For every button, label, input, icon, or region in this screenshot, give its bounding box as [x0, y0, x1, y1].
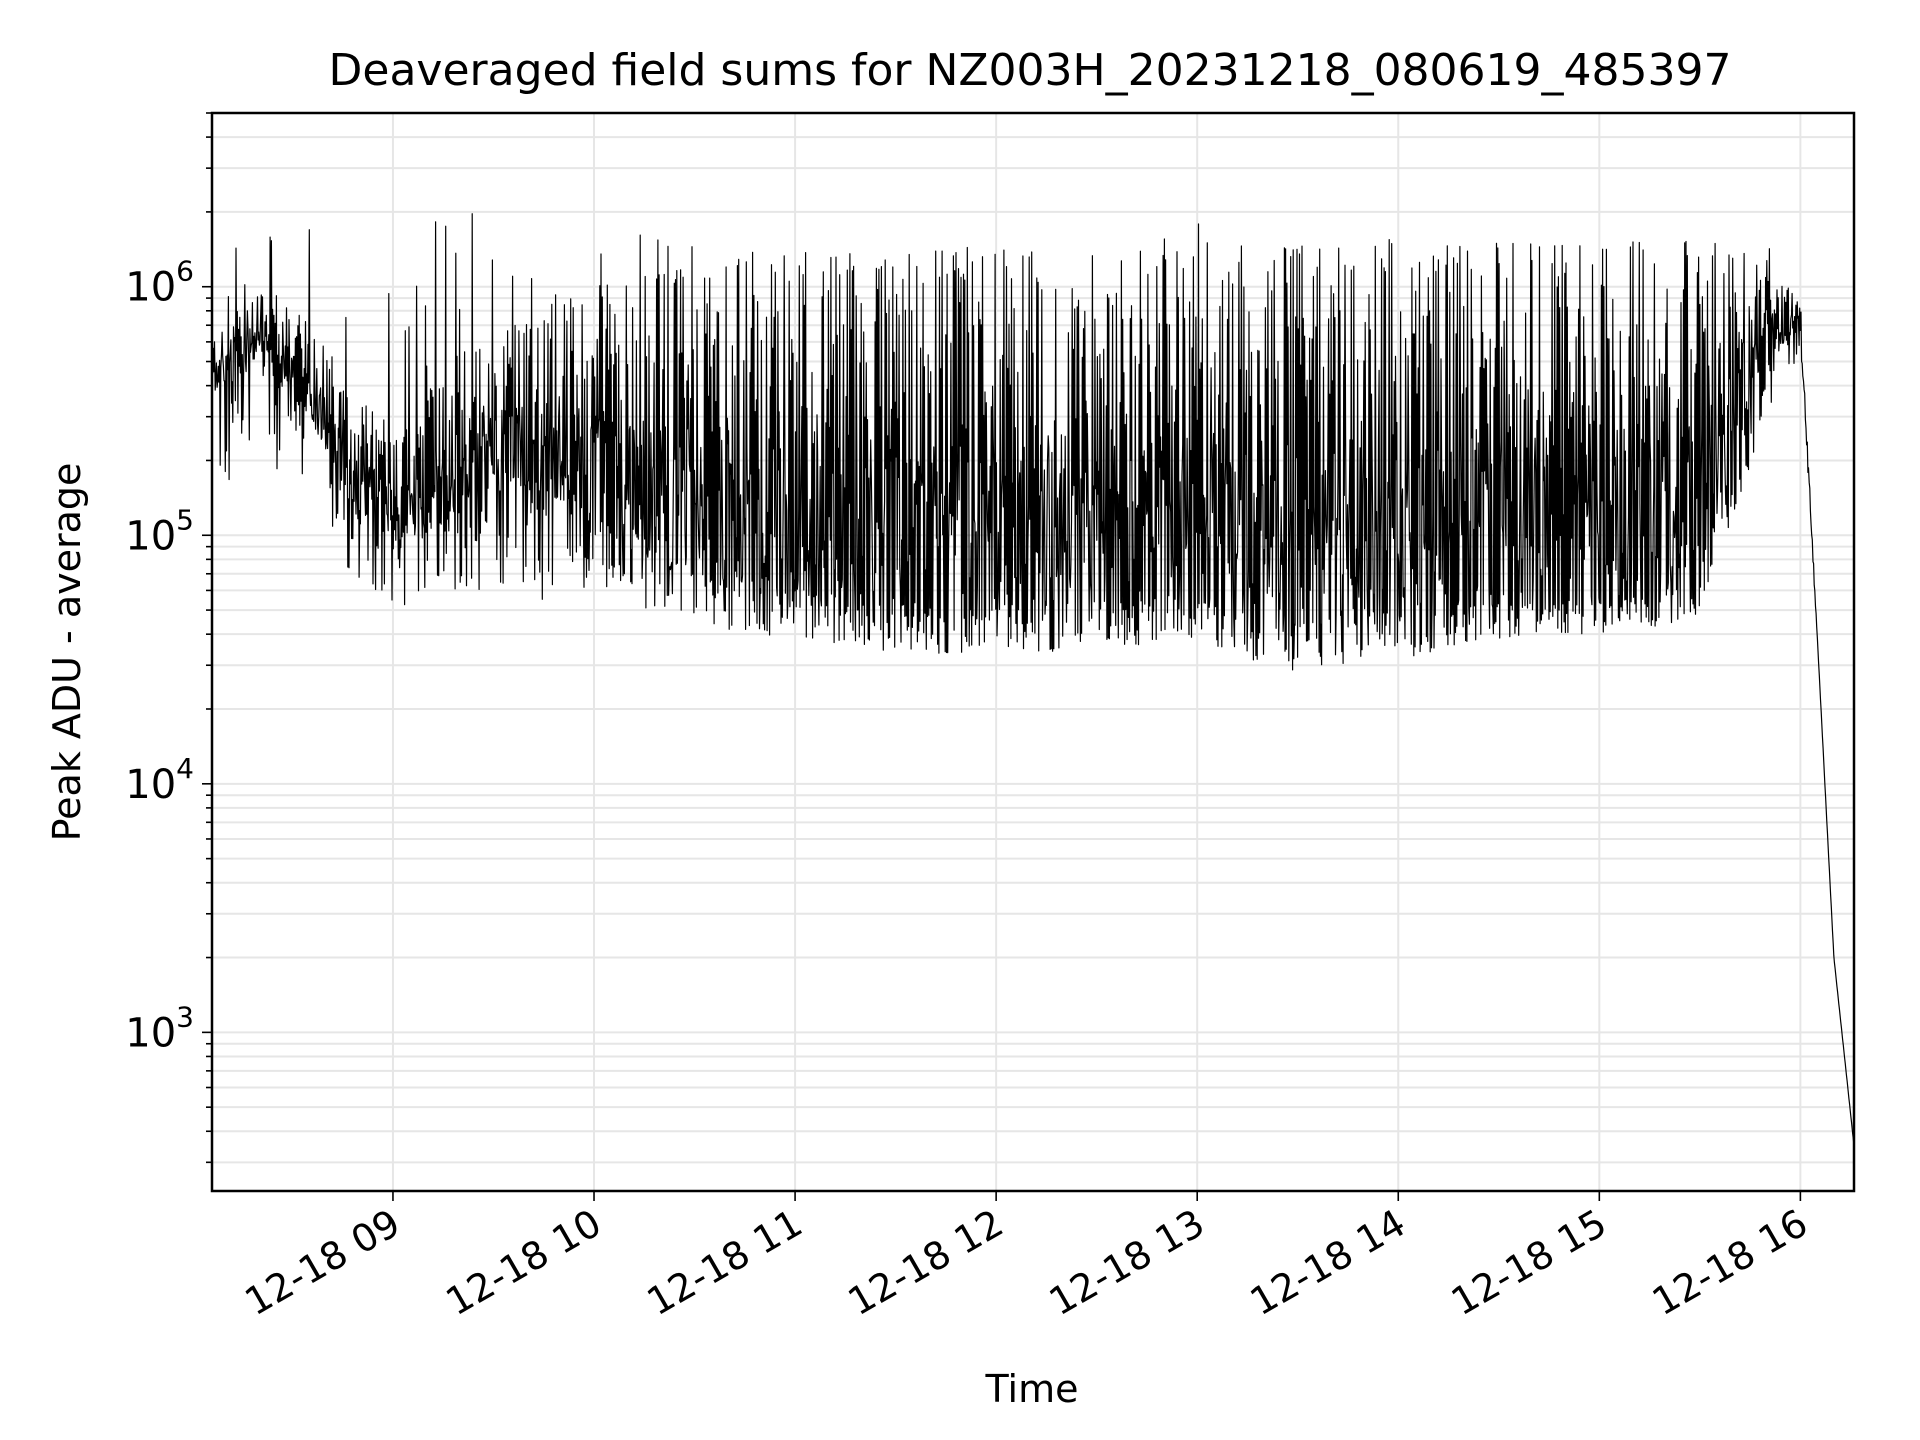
x-tick-label: 12-18 11 [640, 1201, 810, 1325]
x-tick-label: 12-18 13 [1042, 1201, 1212, 1325]
series-group [211, 213, 1855, 1146]
x-axis-label: Time [985, 1367, 1079, 1411]
y-axis: 103 104 105 106 [125, 112, 212, 1164]
y-tick-label: 103 [125, 1000, 194, 1056]
x-tick-label: 12-18 14 [1243, 1201, 1413, 1325]
x-tick-label: 12-18 09 [237, 1201, 407, 1325]
chart-title: Deaveraged field sums for NZ003H_2023121… [329, 45, 1732, 96]
y-axis-label: Peak ADU - average [45, 463, 89, 842]
x-tick-label: 12-18 16 [1645, 1201, 1815, 1325]
y-tick-label: 104 [125, 752, 194, 808]
x-tick-label: 12-18 10 [439, 1201, 609, 1325]
x-tick-label: 12-18 15 [1444, 1201, 1614, 1325]
y-tick-label: 105 [125, 503, 194, 559]
grid-lines [212, 112, 1854, 1191]
y-tick-label: 106 [125, 255, 194, 311]
x-axis: 12-18 09 12-18 10 12-18 11 12-18 12 12-18 13… [237, 1191, 1815, 1325]
series-line [211, 213, 1855, 1146]
x-tick-label: 12-18 12 [841, 1201, 1011, 1325]
plot-frame [210, 111, 1856, 1193]
